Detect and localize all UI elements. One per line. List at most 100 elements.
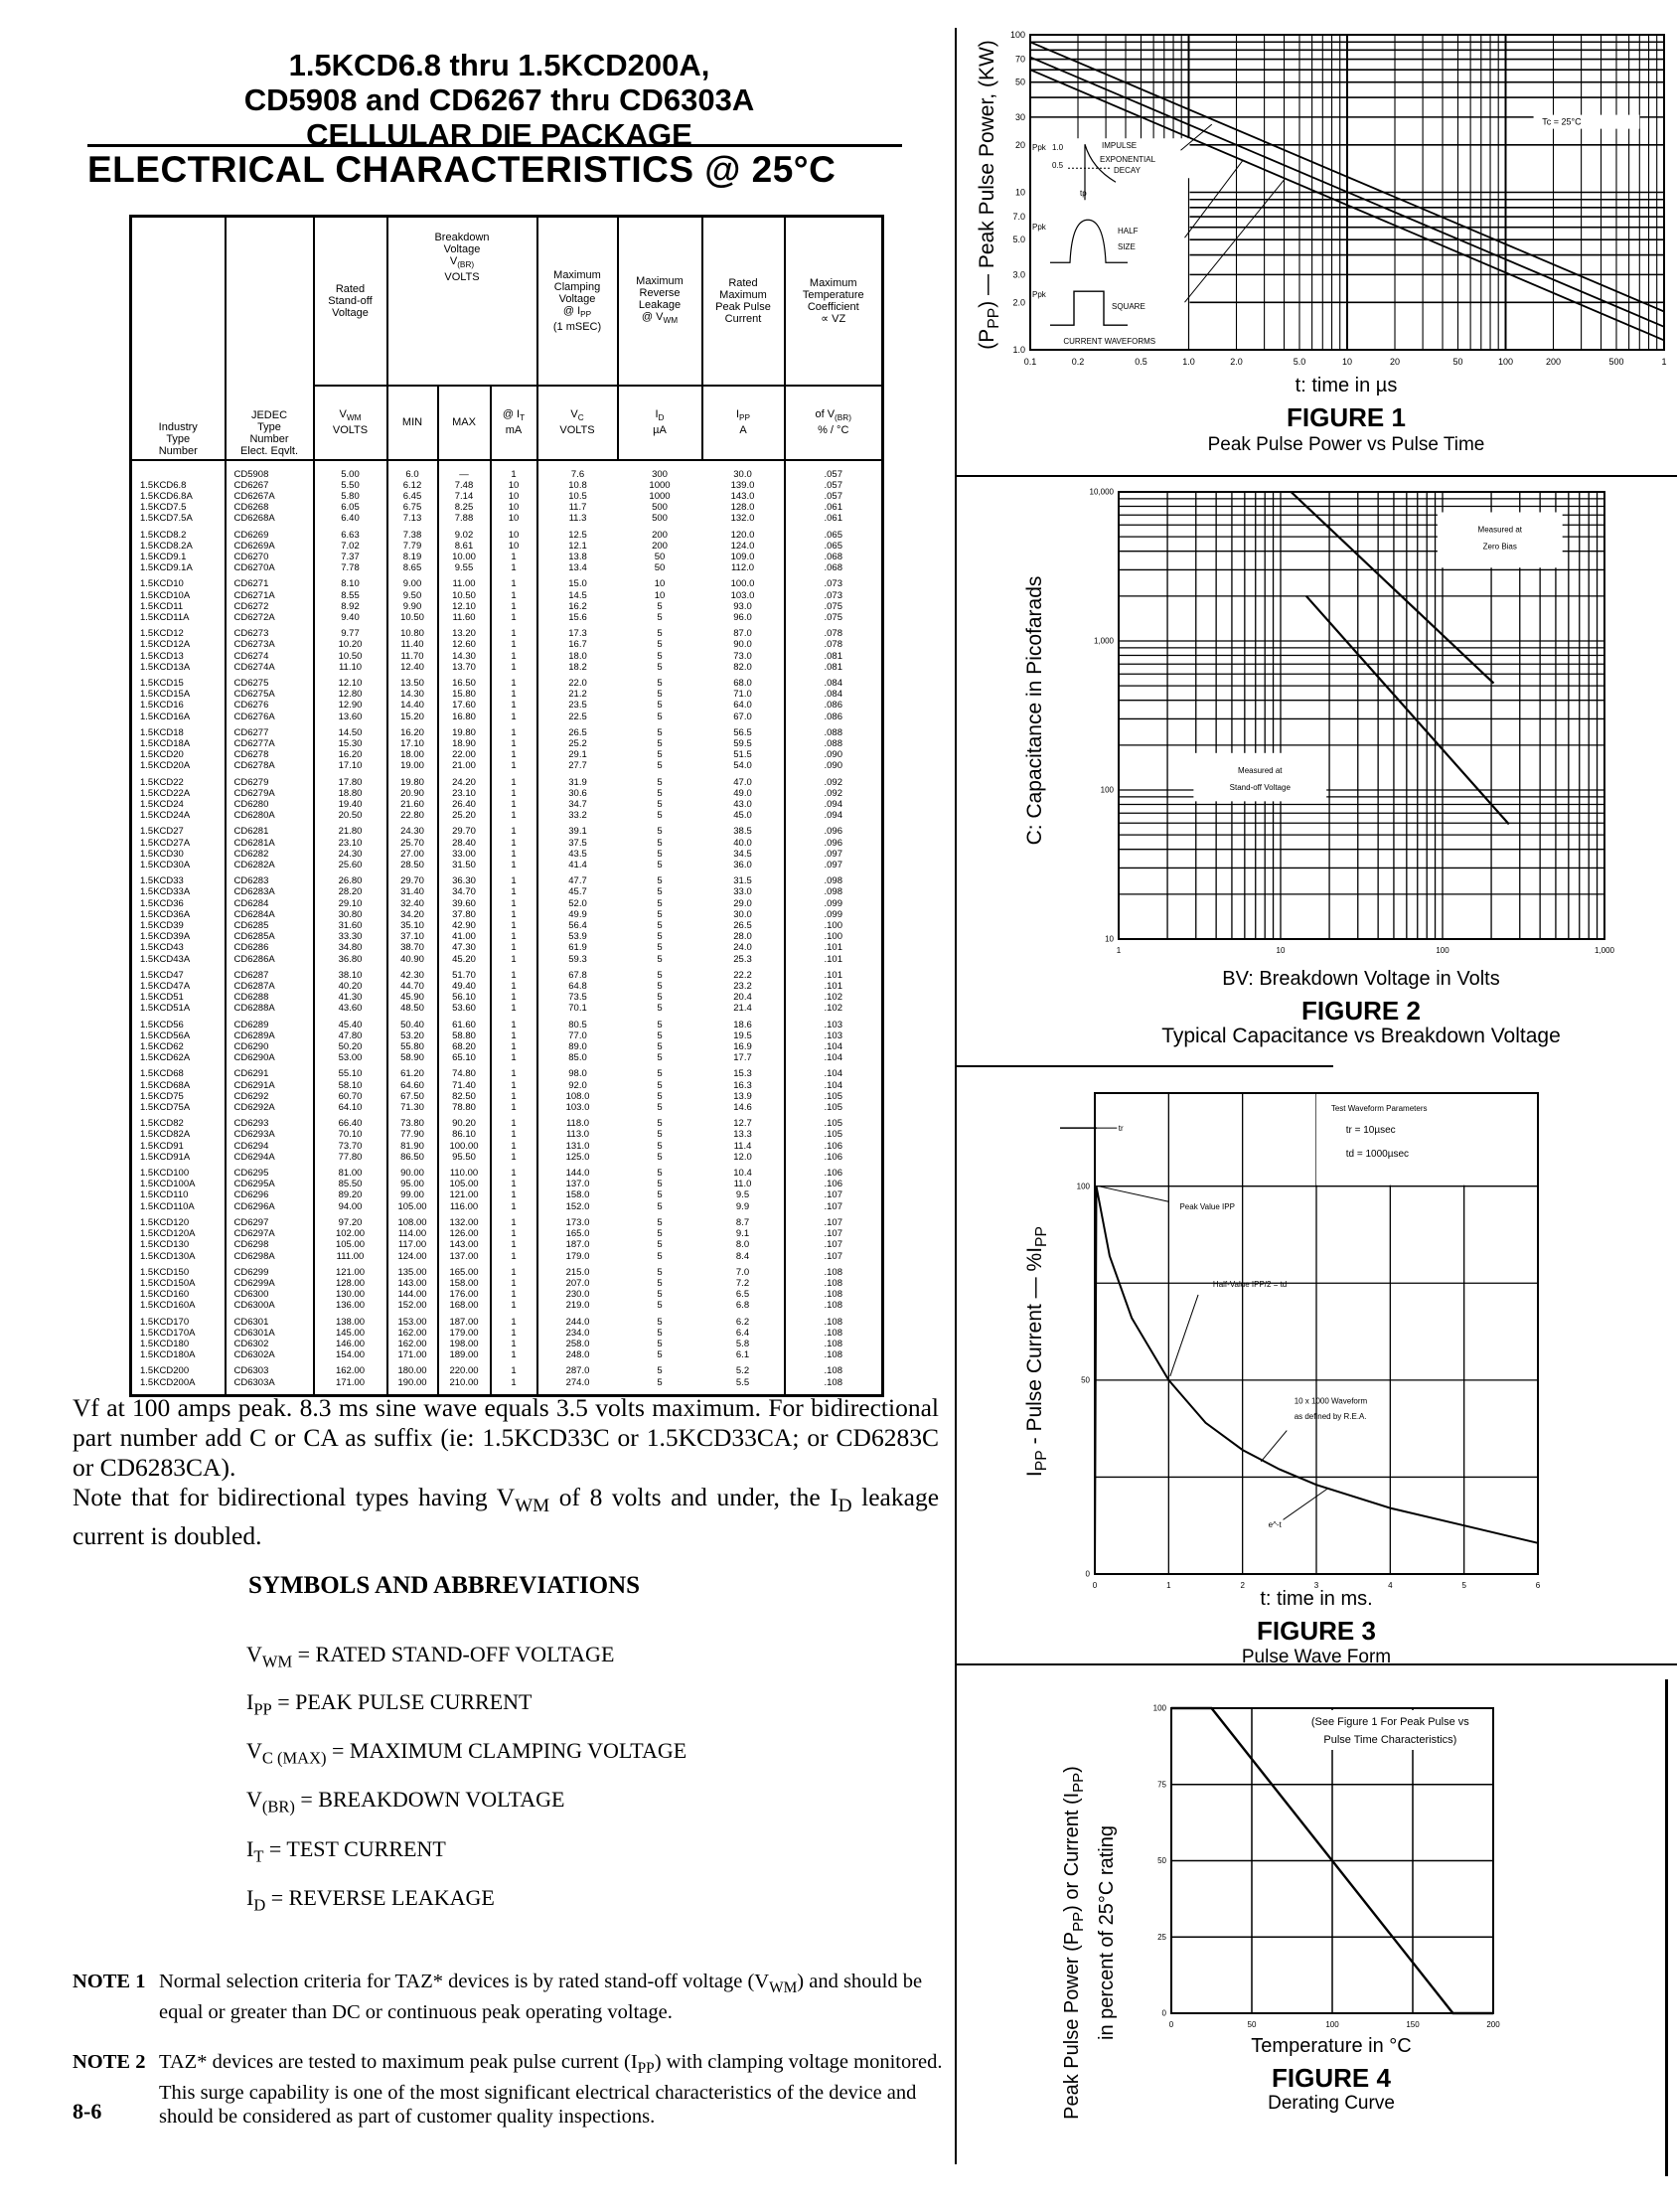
figure-divider-1 [956,475,1677,477]
cell-jedec-type: CD6287A [224,981,314,993]
cell-industry-type: 1.5KCD68A [140,1079,191,1091]
table-row: 1.5KCD30A CD6282A 25.60 28.50 31.50 1 41.4 5 36.… [131,860,883,871]
cell-vc: 61.9 [535,942,618,954]
cell-industry-type: 1.5KCD150 [140,1266,190,1278]
cell-jedec-type: CD5908 [224,459,314,480]
table-row: 1.5KCD36A CD6284A 30.80 34.20 37.80 1 49.9 5 30.… [131,908,883,921]
cell-test-current: 1 [489,1140,537,1152]
cell-id: 5 [657,737,663,749]
table-row: 1.5KCD51 CD6288 41.30 45.90 56.10 1 73.5 5 20.4.… [131,992,883,1004]
cell-test-current: 1 [489,749,537,761]
figure-4-x-label: Temperature in °C [1251,2035,1412,2057]
cell-vc: 37.5 [535,837,618,849]
cell-id: 1000 [649,490,671,502]
cell-vbr-max: 82.50 [436,1090,491,1103]
symbols-heading: SYMBOLS AND ABBREVIATIONS [248,1572,641,1599]
cell-jedec-type: CD6299 [224,1261,314,1278]
cell-temp-coef: .101 [783,964,883,982]
cell-vwm: 11.10 [312,661,387,673]
cell-temp-coef: .105 [783,1113,883,1130]
cell-temp-coef: .108 [783,1277,883,1290]
cell-vwm: 77.80 [312,1151,387,1164]
cell-vbr-min: 58.90 [385,1052,438,1064]
header-vc: VC VOLTS [535,384,619,461]
cell-jedec-type: CD6285A [224,931,314,943]
cell-industry-type: 1.5KCD170A [140,1327,196,1339]
peak-value-label: Peak Value IPP [1179,1202,1234,1211]
cell-temp-coef: .104 [783,1041,883,1053]
cell-vbr-min: 71.30 [385,1102,438,1114]
figure-divider-2 [956,1065,1333,1067]
cell-industry-type: 1.5KCD8.2 [140,529,187,541]
cell-vwm: 162.00 [312,1360,387,1377]
cell-jedec-type: CD6292 [224,1090,314,1103]
table-row: 1.5KCD82 CD6293 66.40 73.80 90.20 1 118.0 5 12.7… [131,1113,883,1130]
cell-vwm: 6.05 [312,502,387,514]
cell-test-current: 1 [489,1029,537,1042]
cell-temp-coef: .088 [783,721,883,738]
cell-vwm: 66.40 [312,1113,387,1130]
cell-test-current: 1 [489,1151,537,1164]
cell-id: 5 [657,639,663,651]
header-max: MAX [436,384,492,461]
cell-vwm: 138.00 [312,1311,387,1328]
plot-frame [1170,1707,1494,2014]
cell-temp-coef: .100 [783,931,883,943]
cell-id: 5 [657,661,663,673]
cell-vbr-max: 143.00 [436,1239,491,1251]
cell-vc: 29.1 [535,749,618,761]
standoff-annotation-label: Stand-off Voltage [1230,783,1292,792]
figure-1-y-tick-label: 5.0 [1012,235,1025,244]
cell-test-current: 10 [489,479,537,491]
cell-industry-type [131,460,226,480]
cell-ipp: 29.0 [733,897,752,909]
cell-id: 5 [657,1349,663,1361]
cell-id: 5 [657,1289,663,1301]
cell-industry-type: 1.5KCD12 [140,628,184,640]
cell-industry-type: 1.5KCD91A [140,1151,191,1163]
header-industry-type: Industry Type Number [129,215,227,461]
cell-vbr-min: 153.00 [385,1311,438,1328]
inset-exponential-label: EXPONENTIAL [1100,155,1156,164]
cell-industry-type: 1.5KCD18A [140,737,191,749]
test-parameters-box [1316,1094,1537,1185]
cell-temp-coef: .098 [783,886,883,898]
cell-industry-type: 1.5KCD150A [140,1277,196,1289]
cell-vc: 137.0 [535,1179,618,1190]
cell-ipp: 132.0 [730,513,755,525]
table-row: 1.5KCD170 CD6301 138.00 153.00 187.00 1 244.0 5… [131,1311,883,1328]
cell-test-current: 1 [489,589,537,601]
cell-test-current: 1 [489,1052,537,1064]
cell-vc: 85.0 [535,1052,618,1064]
cell-vc: 22.0 [535,672,618,690]
cell-vbr-max: 7.14 [436,490,491,503]
cell-vbr-min: 162.00 [385,1327,438,1339]
inset-decay-label: DECAY [1114,166,1142,175]
cell-vc: 43.5 [535,848,618,860]
cell-vbr-min: 6.45 [385,490,438,503]
cell-vbr-min: 6.12 [385,479,438,491]
header-test-current: @ IT mA [489,384,538,461]
cell-vbr-min: 40.90 [385,953,438,965]
cell-test-current: 1 [489,860,537,871]
cell-industry-type: 1.5KCD47 [140,969,184,981]
cell-vwm: 85.50 [312,1179,387,1190]
cell-vc: 80.5 [535,1014,618,1030]
cell-vbr-max: 158.00 [436,1277,491,1290]
cell-vbr-min: 10.50 [385,611,438,624]
figure-1-x-label: t: time in µs [1295,375,1398,396]
peak-value-pointer [1098,1185,1169,1202]
cell-temp-coef: .084 [783,672,883,690]
figure-4-y-label-line-1: Peak Pulse Power (PPP) or Current (IPP) [1061,1766,1087,2120]
cell-test-current: 1 [489,623,537,640]
cell-vbr-min: 15.20 [385,711,438,722]
cell-vc: 22.5 [535,711,618,722]
cell-ipp: 5.2 [735,1365,750,1377]
table-row: 1.5KCD91A CD6294A 77.80 86.50 95.50 1 125.0 5 12… [131,1151,883,1164]
figure-1-x-tick-label: 20 [1390,357,1400,367]
table-row: 1.5KCD200A CD6303A 171.00 190.00 210.00 1 274.… [131,1376,883,1396]
symbol-definition: IT = TEST CURRENT [246,1836,446,1866]
cell-vbr-min: 61.20 [385,1063,438,1080]
header-standoff-voltage: Rated Stand-off Voltage [312,215,388,387]
standoff-annotation-box [1193,752,1327,802]
